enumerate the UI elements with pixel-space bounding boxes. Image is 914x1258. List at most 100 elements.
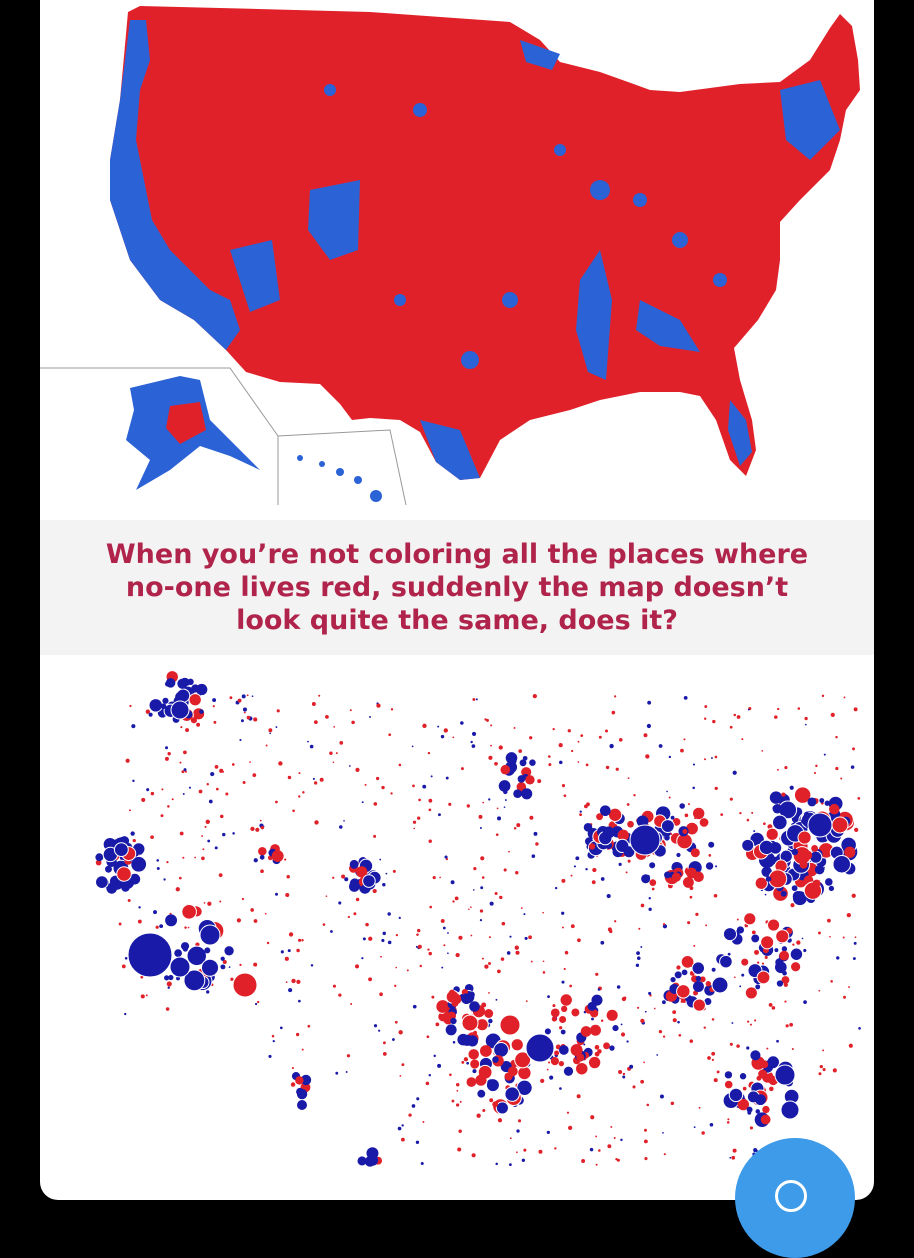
map-circle — [454, 896, 459, 901]
map-circle — [840, 777, 843, 780]
map-circle — [214, 765, 219, 769]
map-circle — [595, 1135, 598, 1138]
map-circle — [755, 984, 761, 990]
map-circle — [683, 695, 688, 700]
map-circle — [400, 1137, 405, 1142]
map-circle — [137, 919, 142, 924]
map-circle — [692, 786, 695, 790]
map-circle — [643, 733, 648, 738]
map-circle — [392, 869, 396, 873]
map-circle — [517, 775, 526, 783]
map-circle — [253, 858, 258, 863]
map-circle — [627, 820, 634, 828]
map-circle — [846, 912, 851, 918]
map-circle — [460, 721, 464, 725]
map-circle — [268, 728, 273, 733]
map-circle — [614, 695, 617, 698]
map-circle — [186, 945, 207, 967]
map-circle — [647, 700, 652, 705]
map-circle — [161, 788, 164, 791]
map-circle — [690, 848, 700, 858]
map-circle — [138, 906, 141, 909]
map-circle — [594, 1051, 600, 1057]
map-circle — [613, 1137, 616, 1140]
map-circle — [812, 879, 821, 888]
map-circle — [253, 962, 258, 967]
map-circle — [504, 1086, 520, 1102]
map-circle — [506, 951, 511, 955]
map-circle — [484, 964, 489, 969]
map-circle — [442, 926, 446, 930]
map-circle — [155, 925, 159, 929]
map-circle — [836, 956, 840, 960]
map-circle — [559, 1026, 563, 1030]
map-circle — [355, 897, 360, 902]
map-circle — [373, 1024, 378, 1028]
map-circle — [239, 738, 242, 742]
map-circle — [253, 919, 258, 923]
map-circle — [509, 1137, 512, 1140]
map-circle — [311, 702, 316, 706]
map-circle — [602, 826, 615, 839]
map-circle — [636, 956, 641, 960]
map-circle — [513, 826, 517, 830]
map-circle — [792, 890, 804, 902]
map-circle — [832, 1068, 837, 1073]
map-circle — [590, 1115, 595, 1120]
map-circle — [429, 905, 433, 909]
map-circle — [131, 724, 136, 729]
map-circle — [156, 859, 160, 862]
map-circle — [580, 734, 584, 737]
map-circle — [763, 822, 766, 826]
map-circle — [220, 964, 226, 970]
map-circle — [508, 768, 515, 775]
map-circle — [842, 936, 845, 939]
map-circle — [496, 807, 499, 810]
map-circle — [489, 1098, 494, 1103]
map-circle — [376, 703, 381, 708]
map-circle — [790, 903, 795, 908]
map-circle — [701, 1131, 705, 1135]
map-circle — [739, 1073, 747, 1080]
map-circle — [811, 844, 819, 852]
map-circle — [629, 824, 661, 856]
map-circle — [375, 776, 380, 781]
map-circle — [504, 799, 507, 801]
map-circle — [777, 707, 780, 711]
map-circle — [726, 1121, 730, 1124]
map-circle — [640, 1079, 644, 1084]
map-circle — [458, 1129, 462, 1133]
map-circle — [169, 912, 172, 915]
map-circle — [529, 736, 533, 740]
map-circle — [724, 1080, 733, 1089]
map-circle — [356, 866, 368, 878]
map-circle — [276, 709, 280, 713]
map-circle — [207, 901, 212, 906]
map-circle — [385, 872, 388, 875]
map-circle — [448, 802, 452, 806]
map-circle — [623, 846, 635, 858]
map-circle — [563, 967, 566, 971]
map-circle — [196, 722, 201, 727]
map-circle — [677, 1020, 680, 1024]
map-circle — [220, 956, 225, 961]
map-circle — [712, 719, 716, 724]
map-circle — [125, 758, 130, 763]
map-circle — [499, 895, 503, 900]
map-circle — [280, 950, 284, 954]
map-circle — [791, 962, 801, 972]
map-circle — [373, 834, 377, 838]
map-circle — [313, 720, 318, 725]
map-circle — [567, 729, 571, 733]
map-circle — [325, 895, 328, 897]
map-circle — [751, 811, 754, 814]
map-circle — [521, 1158, 526, 1162]
map-circle — [479, 919, 483, 922]
map-circle — [369, 715, 372, 718]
map-circle — [781, 976, 790, 984]
map-circle — [427, 948, 430, 951]
map-circle — [818, 931, 821, 935]
map-circle — [627, 777, 630, 780]
map-circle — [382, 1052, 387, 1056]
map-circle — [561, 911, 565, 915]
